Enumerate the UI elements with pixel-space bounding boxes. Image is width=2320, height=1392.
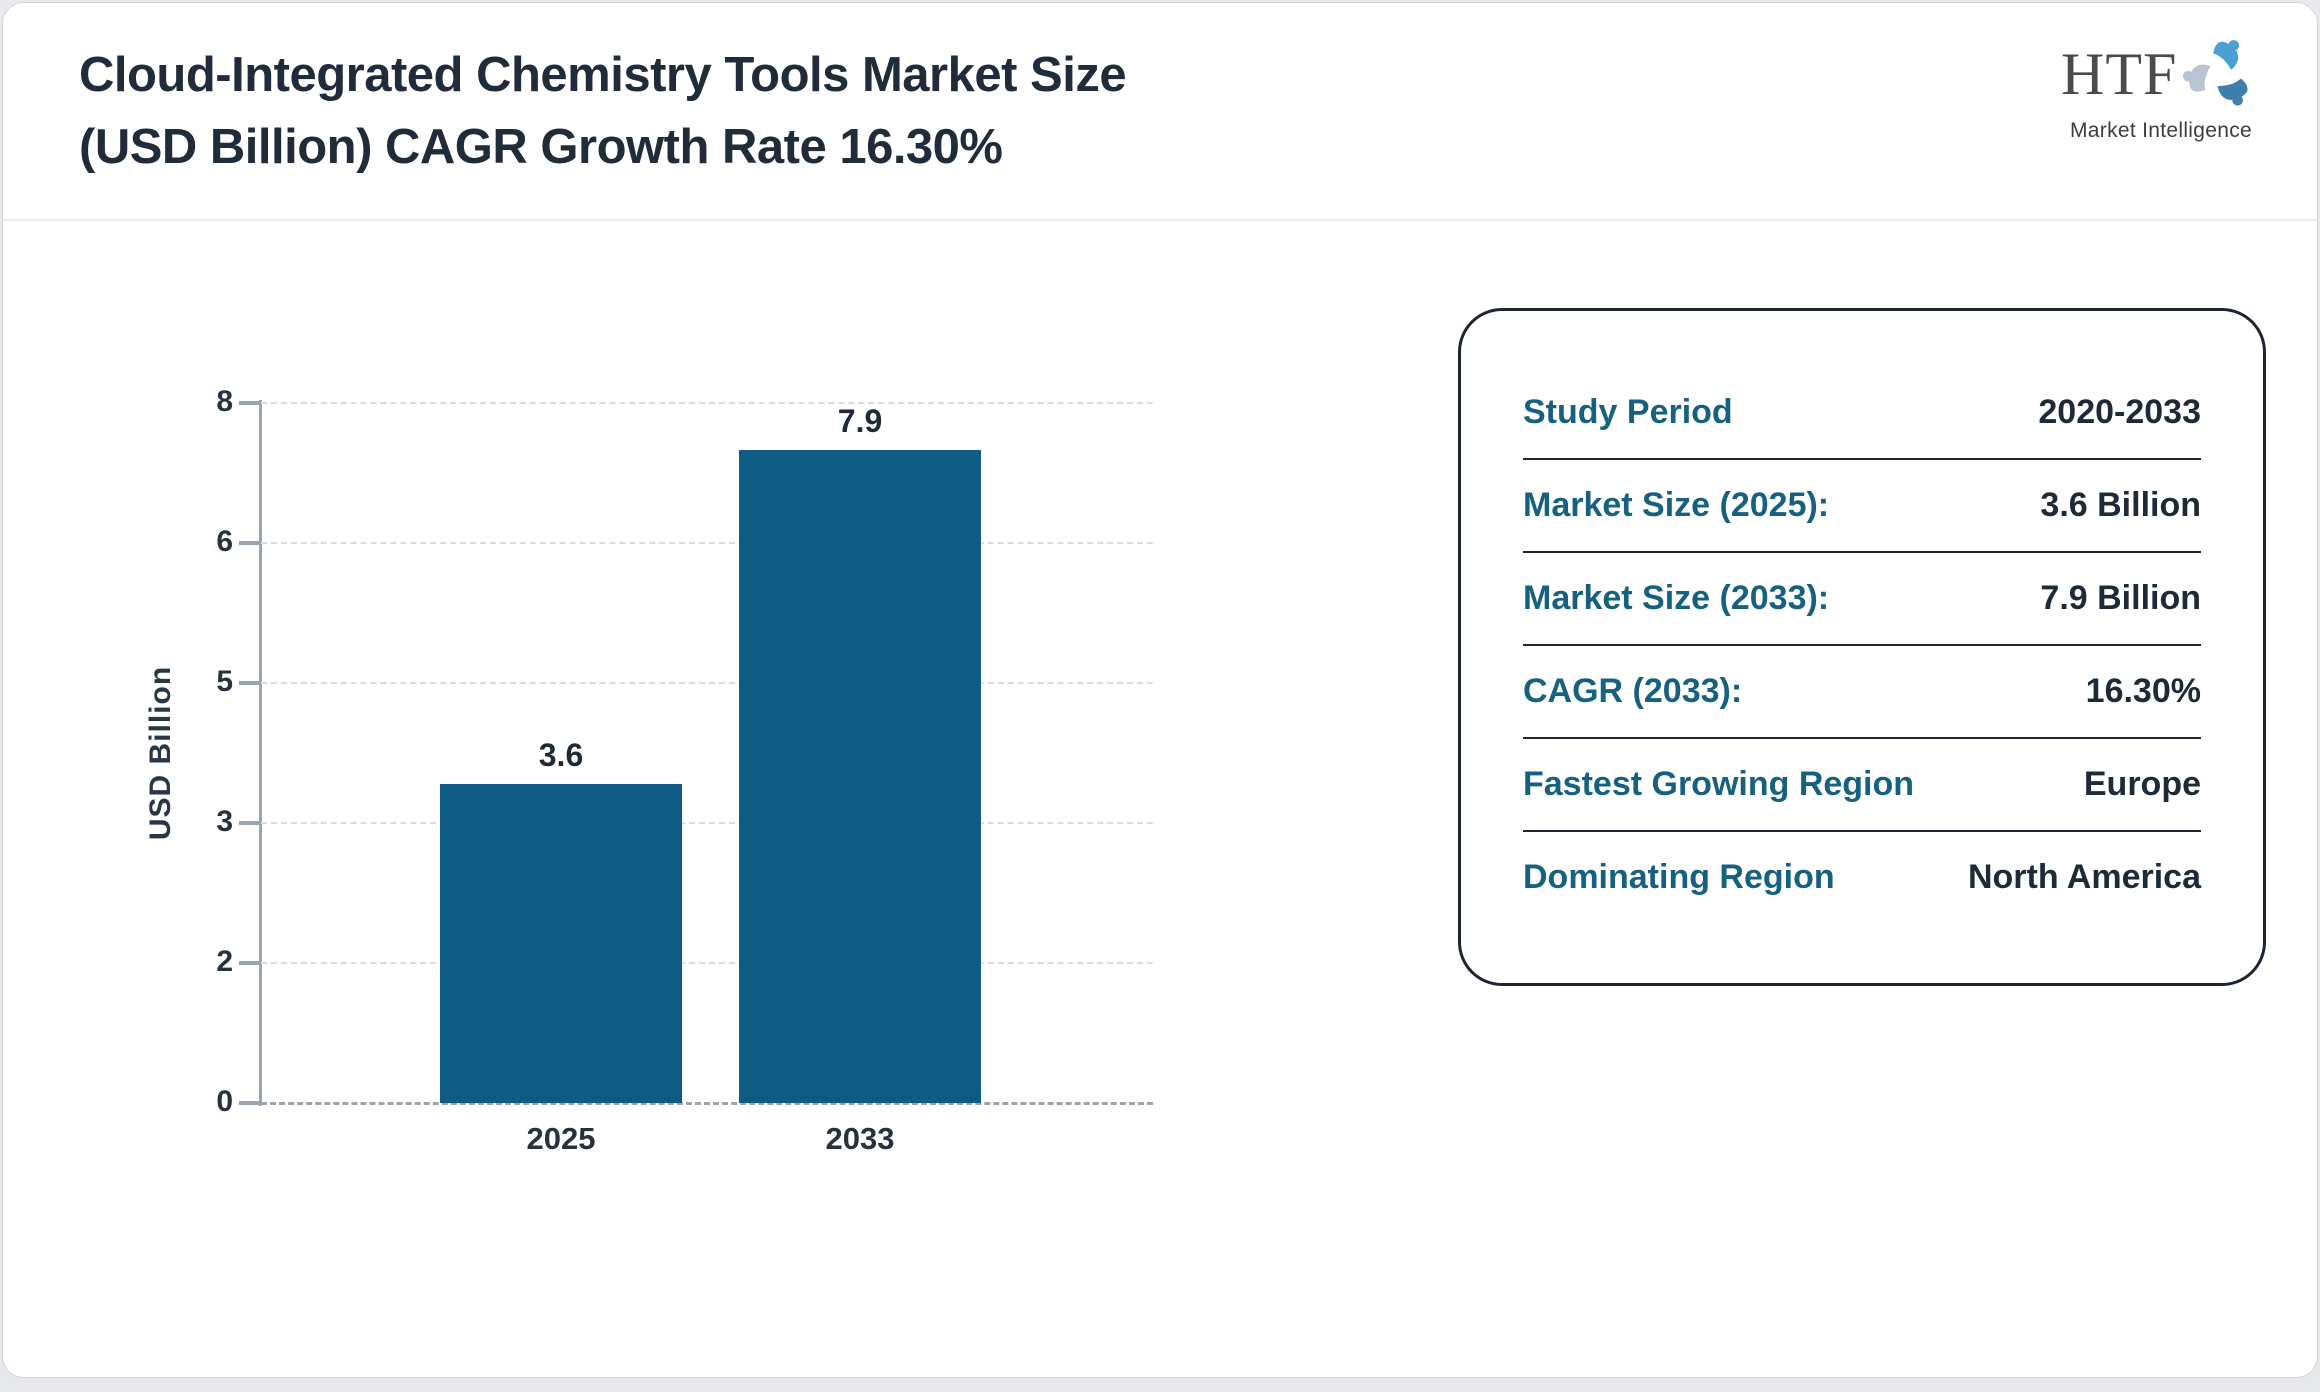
summary-label: Fastest Growing Region (1523, 765, 1915, 803)
summary-value: North America (1967, 858, 2201, 896)
header: Cloud-Integrated Chemistry Tools Market … (3, 3, 2317, 221)
y-tick-label: 0 (216, 1085, 233, 1118)
gridline-2 (261, 962, 1153, 964)
bar-group-2033: 7.9 (739, 403, 981, 1103)
summary-label: Study Period (1523, 393, 1733, 431)
summary-label: Market Size (2025): (1523, 486, 1830, 524)
y-tick-3 (239, 821, 261, 825)
y-tick-label: 8 (216, 385, 233, 418)
x-axis-baseline (261, 1102, 1153, 1105)
bar-value-2025: 3.6 (538, 737, 584, 773)
summary-label: Dominating Region (1523, 858, 1835, 896)
htf-logo-row: HTF (2061, 31, 2261, 117)
y-tick-8 (239, 401, 261, 405)
summary-label: CAGR (2033): (1523, 672, 1743, 710)
y-tick-0 (239, 1101, 261, 1105)
summary-value: 3.6 Billion (2040, 486, 2201, 524)
gridline-8 (261, 402, 1153, 404)
y-tick-label: 2 (216, 945, 233, 978)
bar-2025 (440, 784, 682, 1103)
summary-row-cagr: CAGR (2033): 16.30% (1523, 646, 2201, 739)
page-title-line1: Cloud-Integrated Chemistry Tools Market … (79, 48, 1127, 102)
y-tick-5 (239, 681, 261, 685)
summary-label: Market Size (2033): (1523, 579, 1830, 617)
x-tick-label-2025: 2025 (526, 1121, 596, 1156)
page-title-line2: (USD Billion) CAGR Growth Rate 16.30% (79, 120, 1003, 175)
summary-row-fastest-growing-region: Fastest Growing Region Europe (1523, 739, 2201, 832)
summary-row-study-period: Study Period 2020-2033 (1523, 367, 2201, 460)
page-title: Cloud-Integrated Chemistry Tools Market … (79, 39, 1127, 183)
summary-value: Europe (2083, 765, 2201, 803)
summary-row-market-size-2033: Market Size (2033): 7.9 Billion (1523, 553, 2201, 646)
summary-value: 2020-2033 (2038, 393, 2201, 431)
gridline-3 (261, 822, 1153, 824)
summary-row-market-size-2025: Market Size (2025): 3.6 Billion (1523, 460, 2201, 553)
summary-value: 16.30% (2085, 672, 2201, 710)
bar-value-2033: 7.9 (837, 403, 883, 439)
y-tick-2 (239, 961, 261, 965)
y-tick-label: 6 (216, 525, 233, 558)
bar-group-2025: 3.6 (440, 403, 682, 1103)
htf-logo-tagline: Market Intelligence (2070, 119, 2252, 142)
y-tick-label: 3 (216, 805, 233, 838)
gridline-5 (261, 682, 1153, 684)
htf-swirl-icon (2183, 40, 2248, 106)
bar-2033 (739, 450, 981, 1103)
htf-logo-text: HTF (2061, 41, 2178, 107)
y-tick-6 (239, 541, 261, 545)
y-axis-line (259, 400, 262, 1106)
x-tick-label-2033: 2033 (825, 1121, 895, 1156)
gridline-6 (261, 542, 1153, 544)
htf-logo: HTF Market Intelligence (2061, 31, 2261, 143)
summary-value: 7.9 Billion (2040, 579, 2201, 617)
y-tick-label: 5 (216, 665, 233, 698)
summary-row-dominating-region: Dominating Region North America (1523, 832, 2201, 923)
y-axis-title: USD Billion (144, 665, 177, 841)
summary-panel: Study Period 2020-2033 Market Size (2025… (1458, 308, 2266, 986)
